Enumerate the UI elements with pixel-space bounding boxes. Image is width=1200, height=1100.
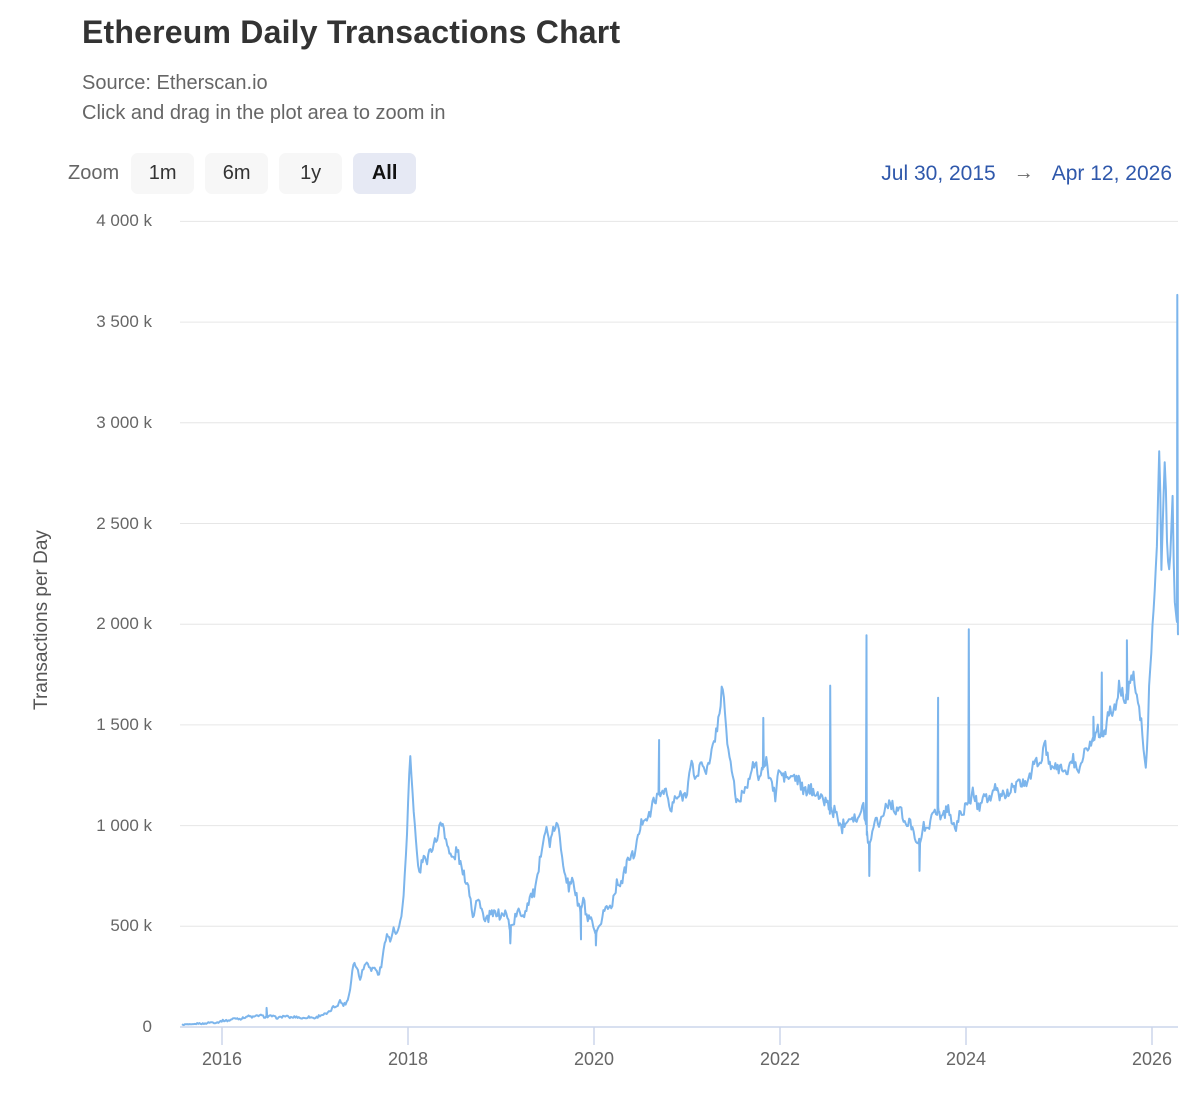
- date-range: Jul 30, 2015 → Apr 12, 2026: [881, 153, 1172, 194]
- page-title: Ethereum Daily Transactions Chart: [82, 14, 621, 50]
- x-tick-label: 2018: [387, 1049, 429, 1069]
- x-tick-label: 2026: [1131, 1049, 1173, 1069]
- gridlines: [180, 220, 1178, 927]
- zoom-button-1y[interactable]: 1y: [279, 153, 343, 194]
- x-axis: [180, 1026, 1178, 1045]
- zoom-label: Zoom: [68, 162, 120, 184]
- zoom-button-all[interactable]: All: [353, 153, 417, 194]
- y-tick-label: 2 500 k: [96, 513, 152, 533]
- y-tick-label: 1 500 k: [96, 714, 152, 734]
- y-tick-label: 500 k: [110, 916, 152, 936]
- x-tick-label: 2020: [573, 1049, 615, 1069]
- date-from-input[interactable]: Jul 30, 2015: [881, 161, 996, 185]
- y-tick-label: 3 000 k: [96, 412, 152, 432]
- chart-source-text: Source: Etherscan.io: [82, 72, 268, 94]
- y-tick-label: 3 500 k: [96, 312, 152, 332]
- transactions-series-line: [181, 293, 1179, 1027]
- zoom-button-1m[interactable]: 1m: [131, 153, 195, 194]
- plot-area[interactable]: [180, 221, 1178, 1027]
- arrow-right-icon: →: [1013, 162, 1034, 184]
- range-selector: Zoom 1m 6m 1y All: [68, 153, 417, 194]
- y-tick-label: 2 000 k: [96, 614, 152, 634]
- x-tick-label: 2016: [201, 1049, 243, 1069]
- date-to-input[interactable]: Apr 12, 2026: [1051, 161, 1172, 185]
- y-tick-label: 4 000 k: [96, 211, 152, 231]
- zoom-buttons: 1m 6m 1y All: [131, 153, 417, 194]
- chart-hint-text: Click and drag in the plot area to zoom …: [82, 102, 446, 124]
- y-tick-label: 0: [142, 1017, 152, 1036]
- y-tick-label: 1 000 k: [96, 815, 152, 835]
- x-tick-label: 2022: [759, 1049, 801, 1069]
- x-tick-label: 2024: [945, 1049, 987, 1069]
- zoom-button-6m[interactable]: 6m: [205, 153, 269, 194]
